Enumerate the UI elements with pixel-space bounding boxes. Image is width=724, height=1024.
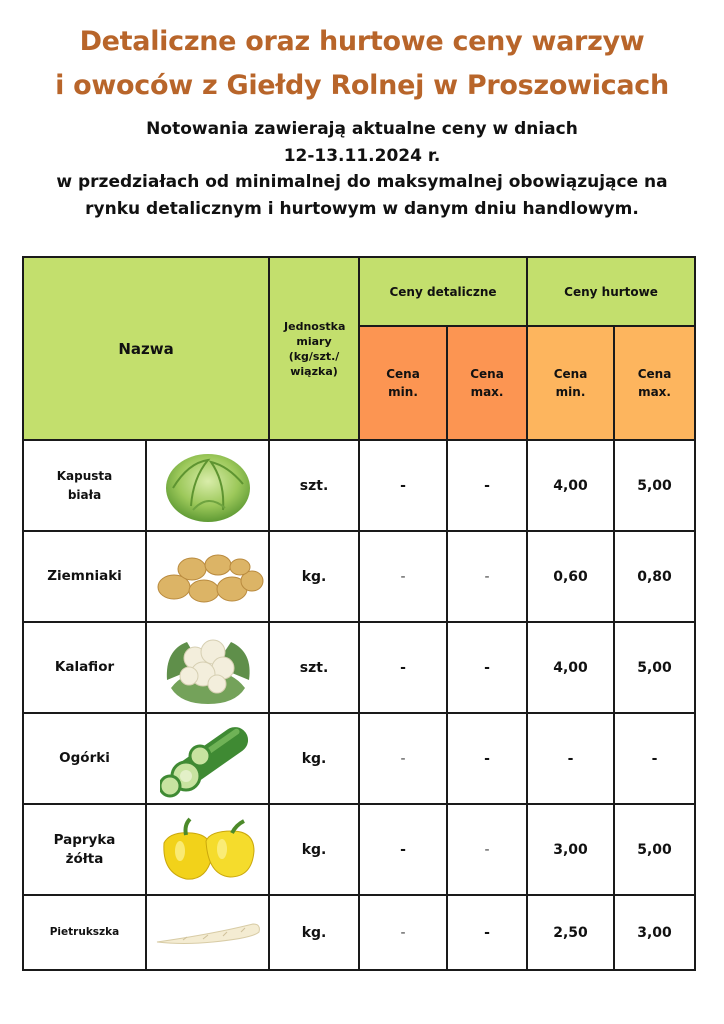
retail-min: - [358, 530, 449, 623]
header-unit-label: Jednostka miary (kg/szt./ wiązka) [284, 319, 346, 378]
cabbage-icon [144, 439, 271, 532]
price-table: Nazwa Jednostka miary (kg/szt./ wiązka) … [21, 256, 697, 971]
retail-min: - [358, 439, 449, 532]
header-unit: Jednostka miary (kg/szt./ wiązka) [268, 256, 361, 441]
wholesale-max: 5,00 [613, 439, 697, 532]
subtitle-line-3: w przedziałach od minimalnej do maksymal… [56, 172, 668, 192]
retail-min: - [358, 621, 449, 714]
table-row: Ziemniaki kg. - - 0,60 0,80 [22, 530, 697, 623]
wholesale-min: - [526, 712, 616, 805]
header-wholesale-prices: Ceny hurtowe [526, 256, 697, 327]
product-name: Ogórki [22, 712, 147, 805]
wholesale-min: 2,50 [526, 894, 616, 971]
table-row: Pietrukszka kg. - - 2,50 3,00 [22, 894, 697, 971]
product-name: Kalafior [22, 621, 147, 714]
wholesale-min: 4,00 [526, 439, 616, 532]
wholesale-max: 0,80 [613, 530, 697, 623]
retail-max: - [446, 439, 529, 532]
retail-min: - [358, 712, 449, 805]
retail-max: - [446, 712, 529, 805]
retail-max: - [446, 803, 529, 896]
page-subtitle: Notowania zawierają aktualne ceny w dnia… [0, 116, 724, 222]
header-retail-min: Cena min. [358, 325, 449, 441]
wholesale-min: 0,60 [526, 530, 616, 623]
wholesale-min: 3,00 [526, 803, 616, 896]
table-row: Ogórki kg. - - - - [22, 712, 697, 805]
header-retail-max: Cena max. [446, 325, 529, 441]
unit: szt. [268, 439, 361, 532]
product-name: Kapusta biała [22, 439, 147, 532]
table-row: Papryka żółta kg. - - 3,00 5,00 [22, 803, 697, 896]
title-line-2: i owoców z Giełdy Rolnej w Proszowicach [55, 70, 669, 101]
header-wholesale-max: Cena max. [613, 325, 697, 441]
unit: kg. [268, 530, 361, 623]
wholesale-max: - [613, 712, 697, 805]
subtitle-line-4: rynku detalicznym i hurtowym w danym dni… [85, 198, 639, 219]
header-retail-prices: Ceny detaliczne [358, 256, 529, 327]
product-name: Pietrukszka [22, 894, 147, 971]
unit: szt. [268, 621, 361, 714]
header-name: Nazwa [21, 256, 271, 441]
subtitle-line-1: Notowania zawierają aktualne ceny w dnia… [146, 119, 578, 139]
parsley-root-icon [144, 894, 271, 971]
table-row: Kapusta biała szt. - - 4,00 5,00 [22, 439, 697, 532]
unit: kg. [268, 803, 361, 896]
table-row: Kalafior szt. - - 4,00 5,00 [22, 621, 697, 714]
retail-max: - [446, 894, 529, 971]
potatoes-icon [144, 530, 271, 623]
header-wholesale-min: Cena min. [526, 325, 616, 441]
retail-min: - [358, 894, 449, 971]
subtitle-line-2: 12-13.11.2024 r. [283, 145, 441, 166]
product-name: Ziemniaki [22, 530, 147, 623]
cucumber-icon [144, 712, 271, 805]
retail-min: - [358, 803, 449, 896]
title-line-1: Detaliczne oraz hurtowe ceny warzyw [79, 26, 645, 57]
retail-max: - [446, 530, 529, 623]
wholesale-min: 4,00 [526, 621, 616, 714]
page-title: Detaliczne oraz hurtowe ceny warzyw i ow… [0, 20, 724, 108]
product-name: Papryka żółta [22, 803, 147, 896]
wholesale-max: 5,00 [613, 621, 697, 714]
cauliflower-icon [144, 621, 271, 714]
unit: kg. [268, 712, 361, 805]
retail-max: - [446, 621, 529, 714]
yellow-pepper-icon [144, 803, 271, 896]
wholesale-max: 5,00 [613, 803, 697, 896]
wholesale-max: 3,00 [613, 894, 697, 971]
unit: kg. [268, 894, 361, 971]
